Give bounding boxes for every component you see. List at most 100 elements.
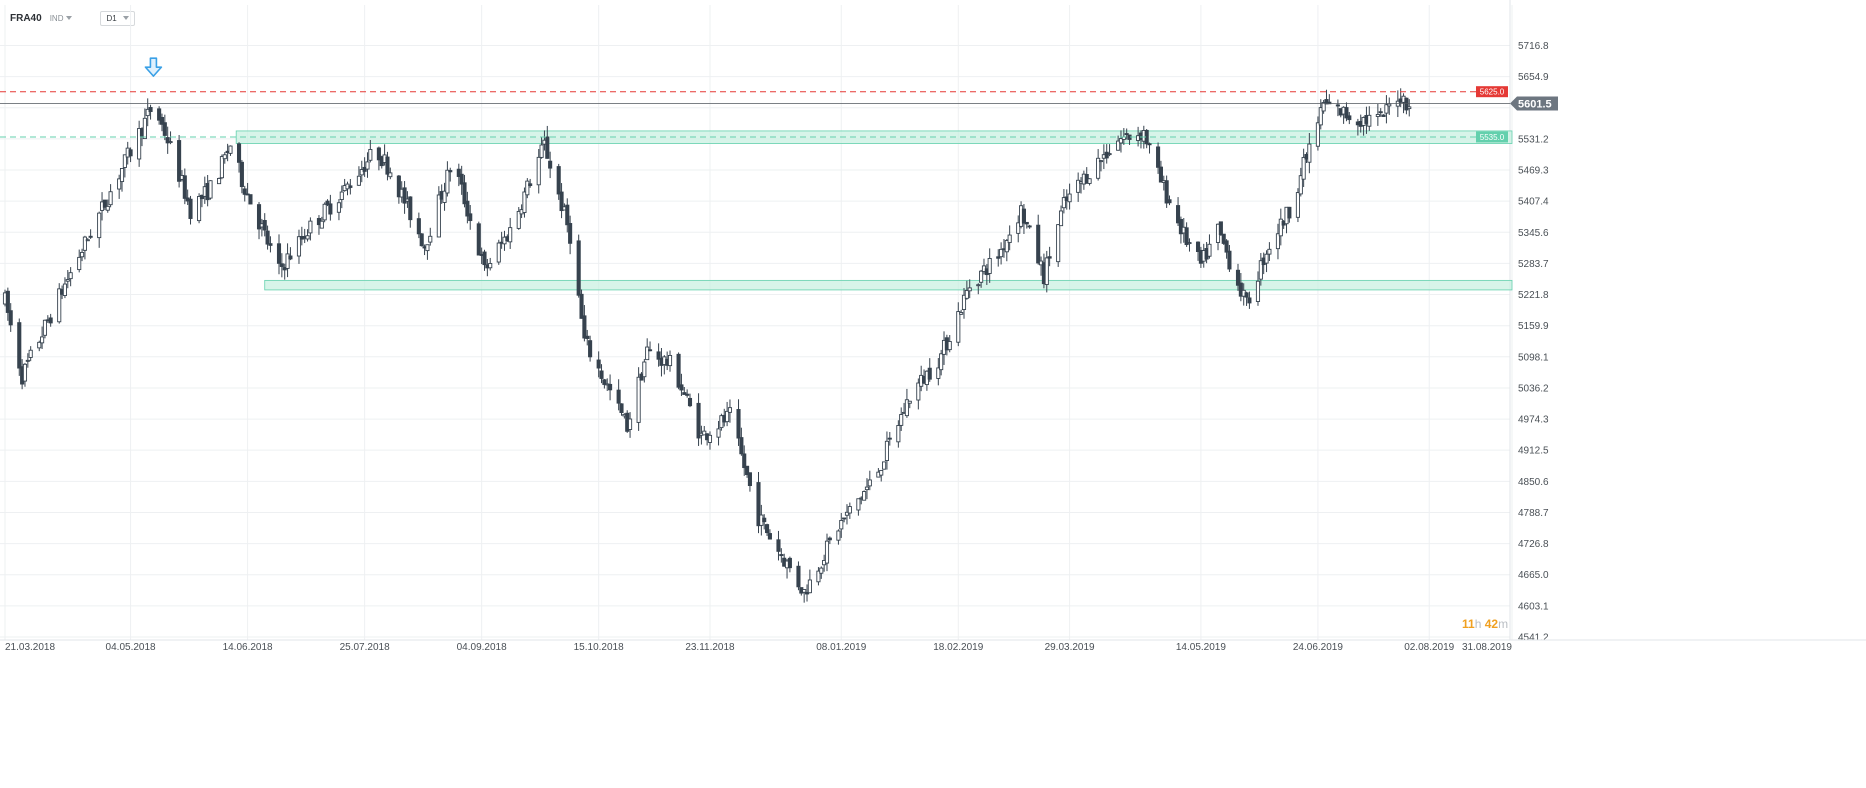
- candle-body: [745, 465, 750, 476]
- countdown-hours: 11: [1462, 617, 1475, 631]
- candle-body: [416, 218, 421, 235]
- candle-body: [1164, 180, 1169, 204]
- x-tick-label: 23.11.2018: [685, 642, 735, 653]
- candle-body: [199, 194, 204, 200]
- y-tick-label: 4726.8: [1518, 539, 1549, 550]
- y-tick-label: 5407.4: [1518, 197, 1549, 208]
- x-tick-label: 29.03.2019: [1045, 642, 1095, 653]
- candle-body: [288, 255, 293, 260]
- candle-body: [585, 335, 590, 339]
- candle-body: [844, 511, 850, 516]
- candle-body: [328, 203, 333, 215]
- candle-body: [17, 322, 22, 369]
- candle-body: [108, 191, 113, 206]
- candle-body: [177, 140, 182, 182]
- candle-body: [882, 461, 887, 470]
- candle-body: [927, 367, 932, 380]
- candle-body: [1238, 282, 1243, 297]
- candle-body: [856, 498, 861, 511]
- candle-body: [696, 402, 701, 439]
- y-tick-label: 5098.1: [1518, 352, 1549, 363]
- y-tick-label: 5036.2: [1518, 383, 1549, 394]
- candle-body: [1264, 253, 1269, 264]
- candle-body: [285, 253, 290, 269]
- candle-body: [442, 190, 447, 203]
- candle-body: [436, 194, 441, 238]
- candle-body: [276, 243, 282, 264]
- candle-body: [896, 425, 901, 443]
- candle-body: [85, 239, 90, 242]
- candle-body: [816, 570, 821, 583]
- timeframe-dropdown[interactable]: D1: [100, 10, 135, 26]
- candle-body: [904, 399, 909, 417]
- candle-body: [599, 370, 604, 379]
- candle-body: [819, 567, 824, 574]
- candle-body: [1156, 146, 1161, 168]
- candle-body: [1007, 234, 1012, 243]
- candle-body: [348, 185, 353, 188]
- candle-body: [5, 290, 10, 313]
- candle-body: [522, 191, 527, 213]
- candle-body: [687, 397, 693, 407]
- candle-body: [425, 244, 430, 252]
- candle-body: [296, 236, 302, 257]
- candle-body: [57, 288, 62, 323]
- candle-body: [987, 258, 992, 274]
- candle-body: [1024, 221, 1029, 225]
- candle-body: [916, 382, 921, 401]
- candle-body: [162, 122, 167, 136]
- candle-body: [1275, 233, 1281, 250]
- candle-body: [508, 227, 513, 243]
- y-tick-label: 4912.5: [1518, 446, 1549, 457]
- candle-body: [1036, 224, 1041, 264]
- candle-body: [25, 359, 30, 362]
- candle-body: [545, 136, 550, 159]
- candle-body: [1344, 107, 1349, 119]
- candle-body: [736, 409, 741, 439]
- candle-body: [884, 440, 889, 461]
- candle-body: [707, 434, 713, 443]
- candle-body: [102, 199, 107, 208]
- candle-body: [608, 383, 613, 391]
- candle-body: [222, 154, 227, 160]
- candle-body: [388, 172, 393, 178]
- candle-body: [408, 196, 413, 221]
- candle-body: [1107, 153, 1112, 156]
- candle-body: [559, 191, 564, 212]
- candle-body: [97, 212, 102, 239]
- candle-body: [539, 144, 544, 158]
- candle-body: [322, 203, 327, 221]
- candle-body: [556, 166, 561, 195]
- symbol-label[interactable]: FRA40: [10, 12, 42, 24]
- y-tick-label: 5469.3: [1518, 166, 1549, 177]
- candle-body: [1218, 221, 1223, 236]
- candle-body: [619, 403, 624, 414]
- candle-body: [42, 319, 48, 336]
- candle-body: [82, 236, 87, 251]
- candle-body: [279, 263, 284, 267]
- candle-body: [1167, 199, 1172, 204]
- chart-toolbar: FRA40 IND D1: [10, 10, 135, 26]
- x-tick-label: 04.09.2018: [457, 642, 507, 653]
- candle-body: [1116, 140, 1121, 151]
- candle-body: [496, 242, 501, 263]
- candle-body: [1278, 218, 1283, 237]
- candle-body: [536, 156, 541, 186]
- x-tick-label: 31.08.2019: [1462, 642, 1512, 653]
- candle-body: [262, 220, 267, 231]
- candle-body: [1295, 192, 1300, 218]
- candle-body: [305, 235, 310, 240]
- indicator-dropdown[interactable]: IND: [50, 14, 73, 23]
- candle-body: [956, 311, 961, 343]
- candle-body: [77, 256, 82, 271]
- candle-body: [1255, 280, 1261, 302]
- candle-body: [847, 506, 852, 514]
- candle-body: [1247, 297, 1252, 304]
- candle-body: [568, 223, 573, 244]
- candle-body: [465, 200, 470, 217]
- candle-body: [208, 180, 213, 199]
- candle-body: [1307, 143, 1312, 163]
- candle-body: [725, 410, 730, 423]
- candle-body: [907, 400, 912, 404]
